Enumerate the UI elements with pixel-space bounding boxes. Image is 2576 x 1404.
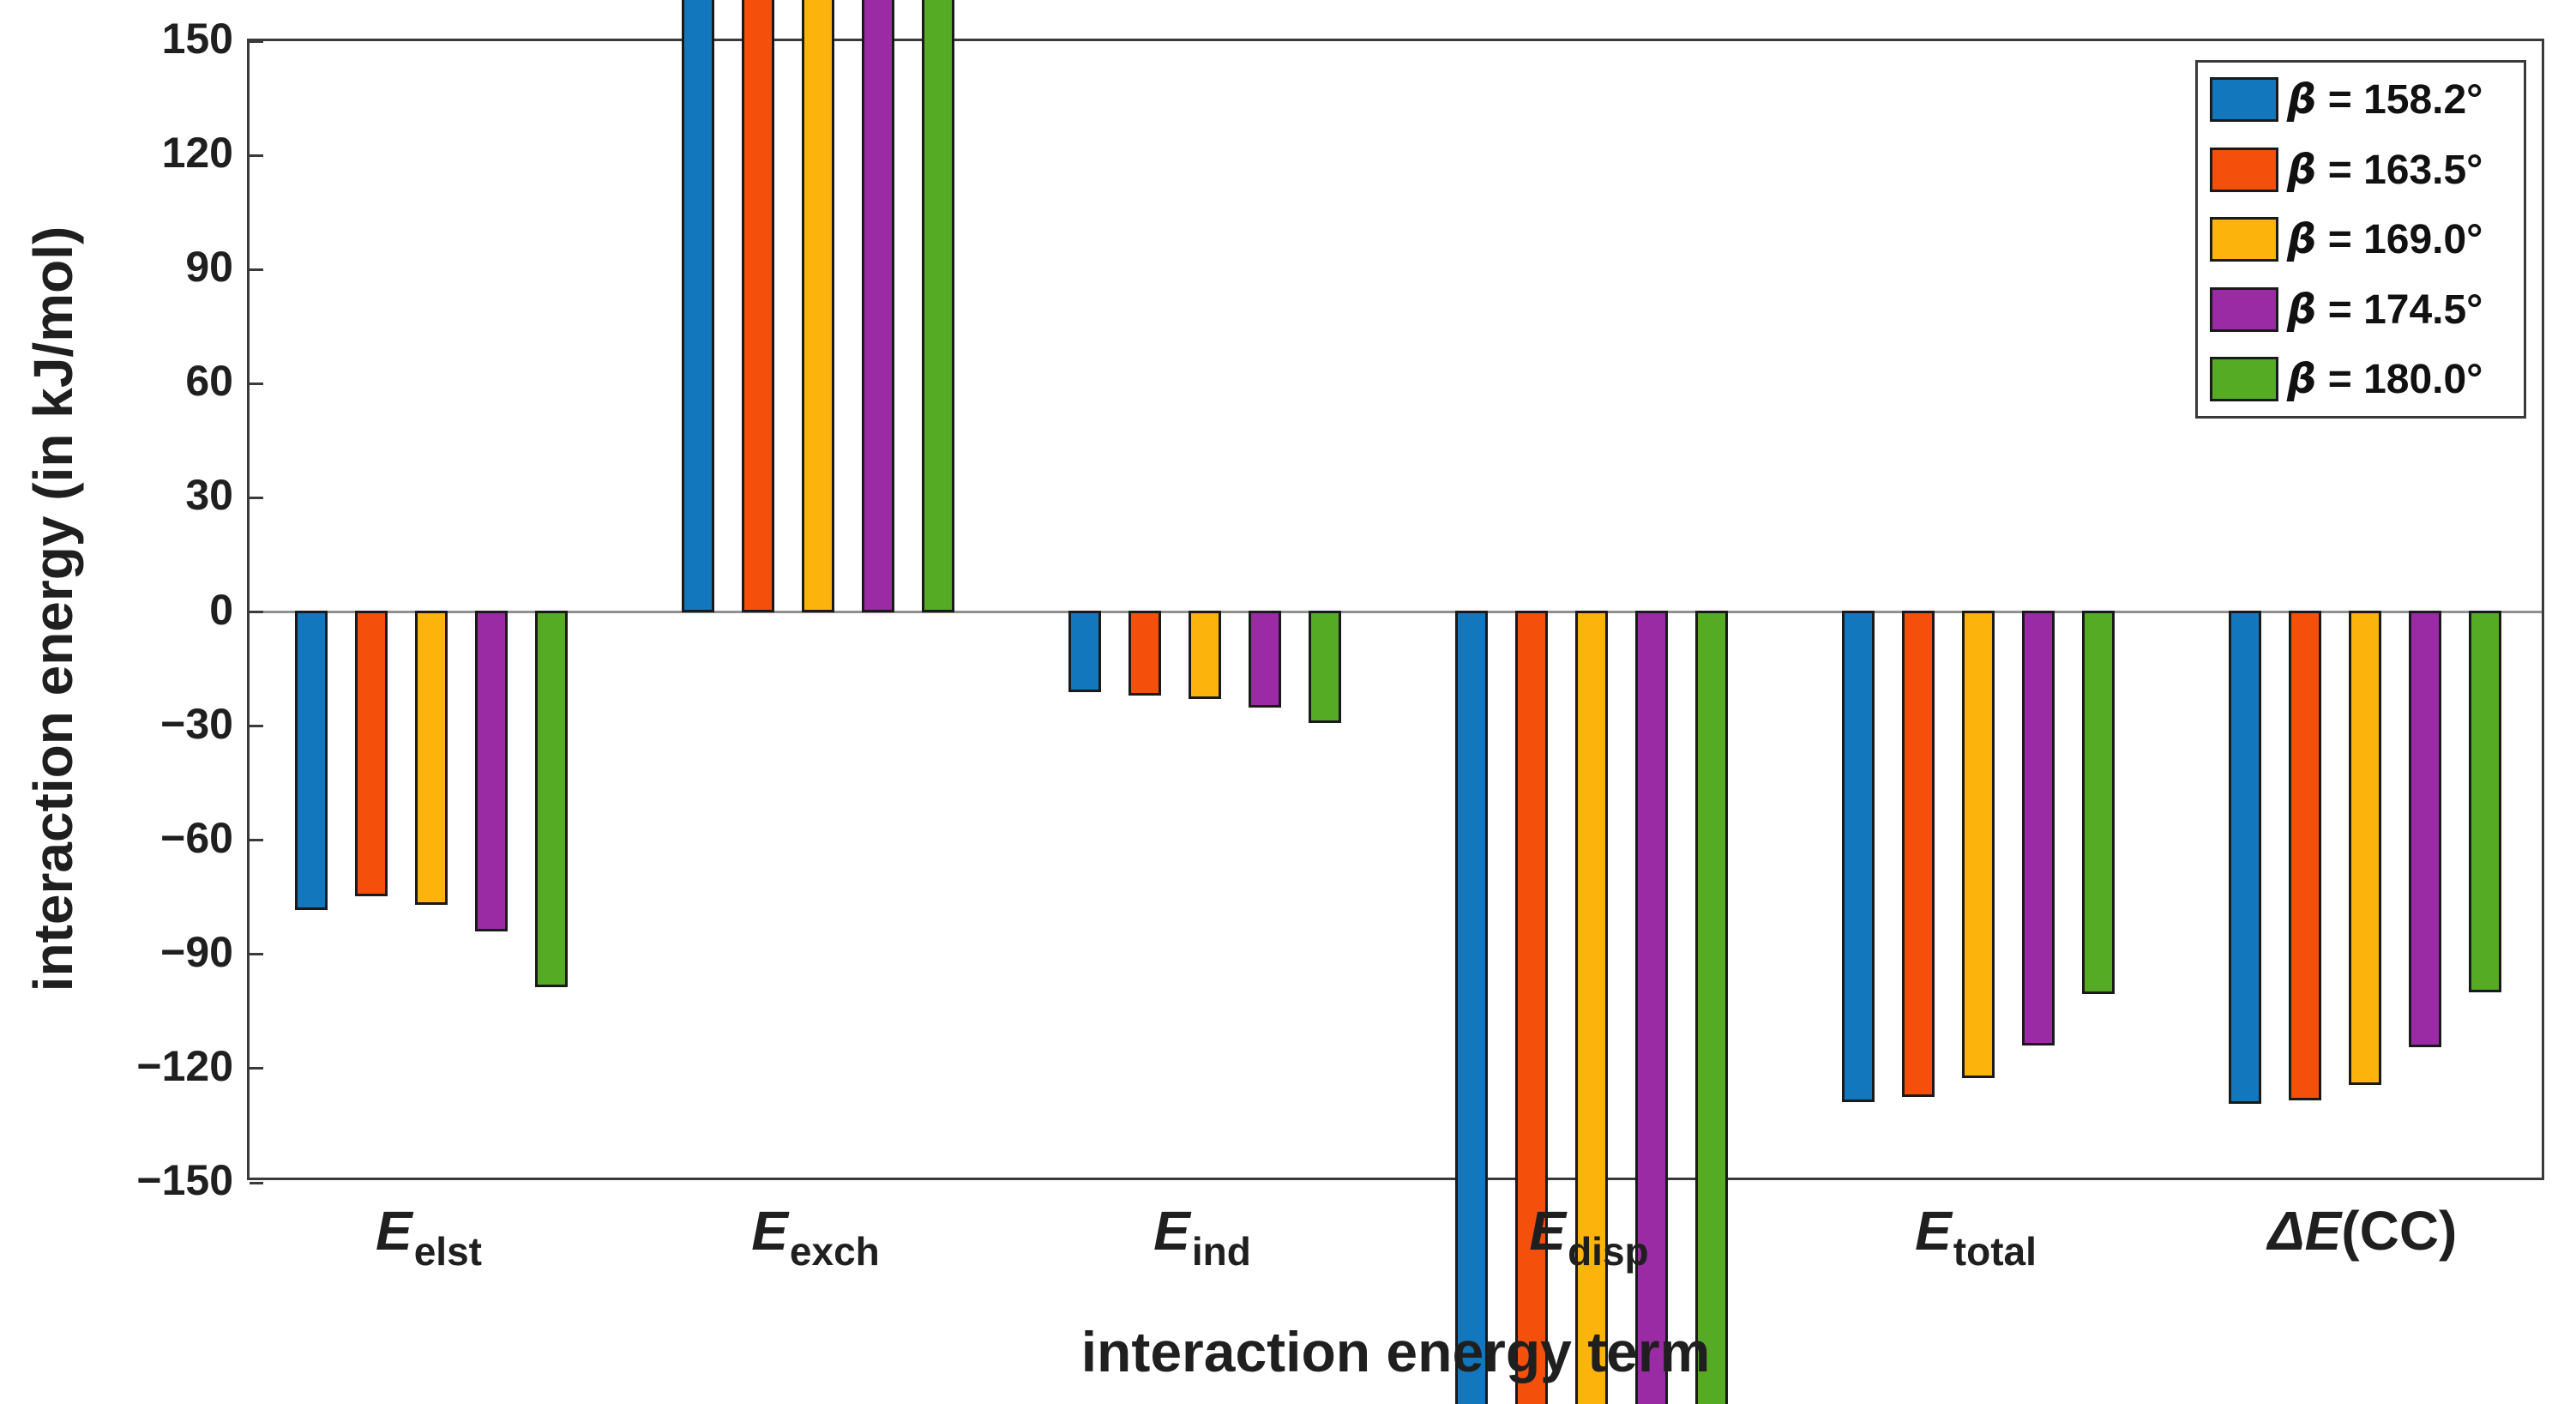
legend-swatch xyxy=(2210,357,2278,401)
category-suffix: (CC) xyxy=(2341,1200,2458,1262)
beta-symbol: β xyxy=(2287,75,2317,124)
bar xyxy=(535,611,568,988)
legend: β = 158.2° β = 163.5° β = 169.0° β = 174.5°… xyxy=(2195,60,2526,419)
bar xyxy=(355,611,388,896)
category-label: Eelst xyxy=(240,1199,617,1274)
legend-label: β = 158.2° xyxy=(2287,75,2483,124)
y-tick-label: 60 xyxy=(185,357,233,406)
bar xyxy=(1189,611,1221,699)
y-tick-label: 90 xyxy=(185,243,233,292)
category-subscript: elst xyxy=(413,1229,482,1274)
y-tick-mark xyxy=(250,611,263,613)
legend-item: β = 169.0° xyxy=(2198,214,2524,264)
legend-label: β = 163.5° xyxy=(2287,145,2483,194)
legend-item: β = 180.0° xyxy=(2198,354,2524,404)
y-tick-label: 0 xyxy=(209,585,233,634)
bar xyxy=(802,0,834,612)
legend-swatch xyxy=(2210,286,2278,332)
bar xyxy=(2289,611,2321,1100)
legend-swatch xyxy=(2210,147,2278,192)
legend-label: β = 174.5° xyxy=(2287,285,2483,334)
y-tick-mark xyxy=(250,39,263,43)
bar xyxy=(922,0,954,612)
bar xyxy=(1455,611,1488,1404)
bar xyxy=(415,611,448,906)
bar xyxy=(1635,611,1668,1404)
category-subscript: total xyxy=(1953,1229,2037,1274)
bar xyxy=(1695,611,1728,1404)
category-symbol: E xyxy=(1153,1200,1190,1262)
zero-line xyxy=(250,611,2542,613)
legend-item: β = 174.5° xyxy=(2198,285,2524,334)
beta-symbol: β xyxy=(2287,355,2317,403)
beta-symbol: β xyxy=(2287,145,2317,194)
bar xyxy=(475,611,508,931)
bar xyxy=(1129,611,1161,696)
bar xyxy=(295,611,328,910)
y-tick-label: −30 xyxy=(160,699,233,748)
category-symbol: E xyxy=(376,1200,412,1262)
plot-area: β = 158.2° β = 163.5° β = 169.0° β = 174.5°… xyxy=(247,0,2544,1404)
y-tick-mark xyxy=(250,725,263,728)
legend-label: β = 169.0° xyxy=(2287,215,2483,263)
y-tick-label: 120 xyxy=(161,129,233,178)
y-tick-mark xyxy=(250,382,263,385)
bar xyxy=(1842,611,1875,1103)
y-tick-label: −150 xyxy=(136,1156,233,1204)
category-subscript: disp xyxy=(1568,1229,1649,1274)
category-label: ΔE(CC) xyxy=(2174,1199,2551,1262)
category-label: Eind xyxy=(1014,1199,1391,1274)
y-tick-label: −120 xyxy=(136,1041,233,1090)
legend-item: β = 158.2° xyxy=(2198,75,2524,124)
bar xyxy=(1309,611,1341,724)
y-tick-label: −60 xyxy=(160,813,233,862)
y-tick-mark xyxy=(250,154,263,157)
category-label: Eexch xyxy=(627,1199,1004,1274)
y-tick-mark xyxy=(250,1067,263,1070)
category-symbol: ΔE xyxy=(2267,1200,2342,1262)
category-symbol: E xyxy=(751,1200,788,1262)
y-tick-label: 30 xyxy=(185,471,233,520)
bar xyxy=(2082,611,2115,995)
bar xyxy=(1962,611,1995,1078)
y-tick-mark xyxy=(250,839,263,842)
bar xyxy=(2469,611,2501,993)
beta-symbol: β xyxy=(2287,215,2317,263)
y-tick-mark xyxy=(250,953,263,956)
bar xyxy=(2229,611,2261,1104)
legend-label: β = 180.0° xyxy=(2287,355,2483,403)
y-tick-label: −90 xyxy=(160,927,233,976)
x-axis-title: interaction energy term xyxy=(1080,1320,1711,1383)
category-subscript: exch xyxy=(789,1229,880,1274)
legend-item: β = 163.5° xyxy=(2198,145,2524,195)
category-symbol: E xyxy=(1529,1200,1567,1262)
bar xyxy=(2349,611,2381,1085)
bar xyxy=(742,0,774,612)
legend-swatch xyxy=(2210,77,2278,122)
y-tick-mark xyxy=(250,268,263,271)
bar xyxy=(1515,611,1548,1404)
category-subscript: ind xyxy=(1191,1229,1251,1274)
category-symbol: E xyxy=(1915,1200,1952,1262)
y-tick-mark xyxy=(250,1181,263,1184)
legend-swatch xyxy=(2210,217,2278,262)
bar xyxy=(1068,611,1101,692)
y-tick-label: 150 xyxy=(161,15,233,63)
y-tick-mark xyxy=(250,496,263,499)
bar xyxy=(862,0,894,612)
category-label: Edisp xyxy=(1400,1199,1778,1274)
bar xyxy=(1249,611,1281,708)
bar xyxy=(2022,611,2055,1045)
bar xyxy=(2409,611,2441,1048)
bar xyxy=(1575,611,1608,1404)
beta-symbol: β xyxy=(2287,285,2317,334)
bar xyxy=(682,0,714,612)
bar xyxy=(1902,611,1935,1097)
category-label: Etotal xyxy=(1787,1199,2164,1274)
